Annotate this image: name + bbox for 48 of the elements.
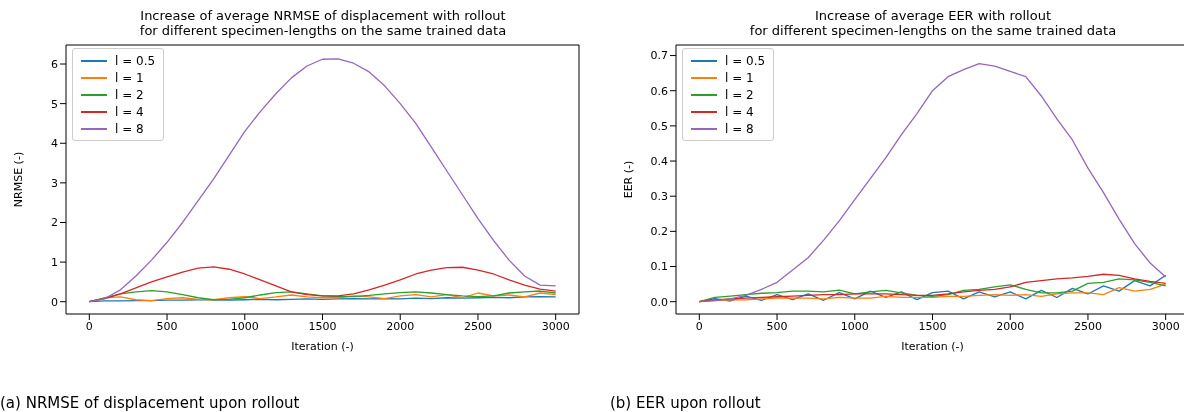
x-tick-label: 2500: [1073, 319, 1102, 333]
legend-label: l = 8: [725, 121, 754, 136]
y-tick-label: 0.6: [650, 84, 668, 98]
y-tick-label: 3: [51, 176, 58, 190]
y-tick-label: 4: [51, 137, 58, 151]
x-tick-label: 2000: [386, 319, 415, 333]
y-tick-label: 2: [51, 216, 58, 230]
x-tick-label: 500: [156, 319, 178, 333]
y-axis-title: EER (-): [621, 160, 635, 199]
y-tick-label: 0.2: [650, 225, 668, 239]
x-tick-label: 1000: [230, 319, 259, 333]
x-tick-label: 500: [766, 319, 788, 333]
legend-label: l = 2: [725, 87, 754, 102]
y-tick-label: 1: [51, 256, 58, 270]
y-tick-label: 0: [51, 295, 58, 309]
y-tick-label: 0.3: [650, 190, 668, 204]
legend-label: l = 8: [115, 121, 144, 136]
y-tick-label: 0.0: [650, 295, 668, 309]
x-tick-label: 1000: [840, 319, 869, 333]
y-tick-label: 5: [51, 97, 58, 111]
line-series: [88, 58, 557, 303]
legend-label: l = 0.5: [725, 53, 766, 68]
x-tick-label: 1500: [308, 319, 337, 333]
legend-label: l = 4: [725, 104, 754, 119]
chart-title: Increase of average NRMSE of displacement with rollout for different specimen-lengths on the same trained data: [138, 8, 508, 40]
legend-label: l = 4: [115, 104, 144, 119]
legend-label: l = 0.5: [115, 53, 156, 68]
y-tick-label: 0.4: [650, 154, 668, 168]
text: (b) EER upon rollout: [610, 394, 762, 412]
legend-label: l = 2: [115, 87, 144, 102]
legend-label: l = 1: [725, 70, 754, 85]
x-tick-label: 0: [695, 319, 703, 333]
x-tick-label: 2000: [996, 319, 1025, 333]
x-axis-title: Iteration (-): [901, 340, 964, 353]
text: (a) NRMSE of displacement upon rollout: [0, 394, 301, 412]
y-tick-label: 0.1: [650, 260, 668, 274]
x-tick-label: 1500: [918, 319, 947, 333]
x-tick-label: 3000: [541, 319, 570, 333]
x-tick-label: 0: [85, 319, 93, 333]
legend-label: l = 1: [115, 70, 144, 85]
y-axis-title: NRMSE (-): [11, 151, 25, 208]
y-tick-label: 0.7: [650, 49, 668, 63]
x-axis-title: Iteration (-): [291, 340, 354, 353]
y-tick-label: 0.5: [650, 119, 668, 133]
x-tick-label: 2500: [463, 319, 492, 333]
y-tick-label: 6: [51, 57, 58, 71]
chart-title: Increase of average EER with rollout for different specimen-lengths on the same trained data: [748, 8, 1118, 40]
x-tick-label: 3000: [1151, 319, 1180, 333]
